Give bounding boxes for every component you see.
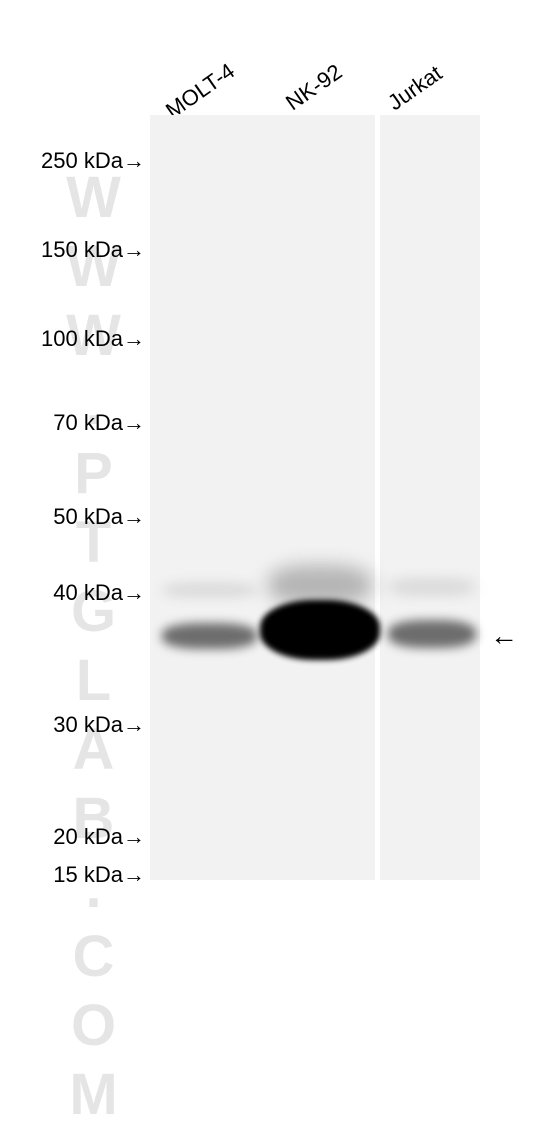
- lane-separator: [375, 115, 380, 880]
- blot-band: [260, 600, 380, 660]
- mw-marker-label: 15 kDa→: [53, 862, 145, 888]
- lane-nk92: [265, 115, 375, 880]
- mw-marker-label: 150 kDa→: [41, 237, 145, 263]
- mw-marker-label: 100 kDa→: [41, 326, 145, 352]
- mw-marker-label: 30 kDa→: [53, 712, 145, 738]
- blot-band: [388, 620, 476, 648]
- western-blot-figure: MOLT-4 NK-92 Jurkat 250 kDa→150 kDa→100 …: [0, 0, 540, 903]
- mw-marker-label: 50 kDa→: [53, 504, 145, 530]
- blot-area: [150, 115, 480, 880]
- blot-band: [388, 580, 476, 594]
- mw-marker-label: 250 kDa→: [41, 148, 145, 174]
- mw-marker-label: 70 kDa→: [53, 410, 145, 436]
- molecular-weight-labels: 250 kDa→ 150 kDa→ 100 kDa→ 70 kDa→ 50 kDa→ 40…: [0, 0, 150, 903]
- blot-band: [268, 565, 372, 605]
- blot-band: [162, 623, 257, 649]
- target-band-arrow-icon: ←: [490, 620, 518, 652]
- mw-marker-label: 20 kDa→: [53, 824, 145, 850]
- lane-jurkat: [380, 115, 480, 880]
- mw-marker-label: 40 kDa→: [53, 580, 145, 606]
- lane-molt4: [150, 115, 265, 880]
- lane-header-jurkat: Jurkat: [383, 60, 447, 116]
- lane-header-nk92: NK-92: [281, 59, 347, 116]
- blot-band: [162, 583, 257, 597]
